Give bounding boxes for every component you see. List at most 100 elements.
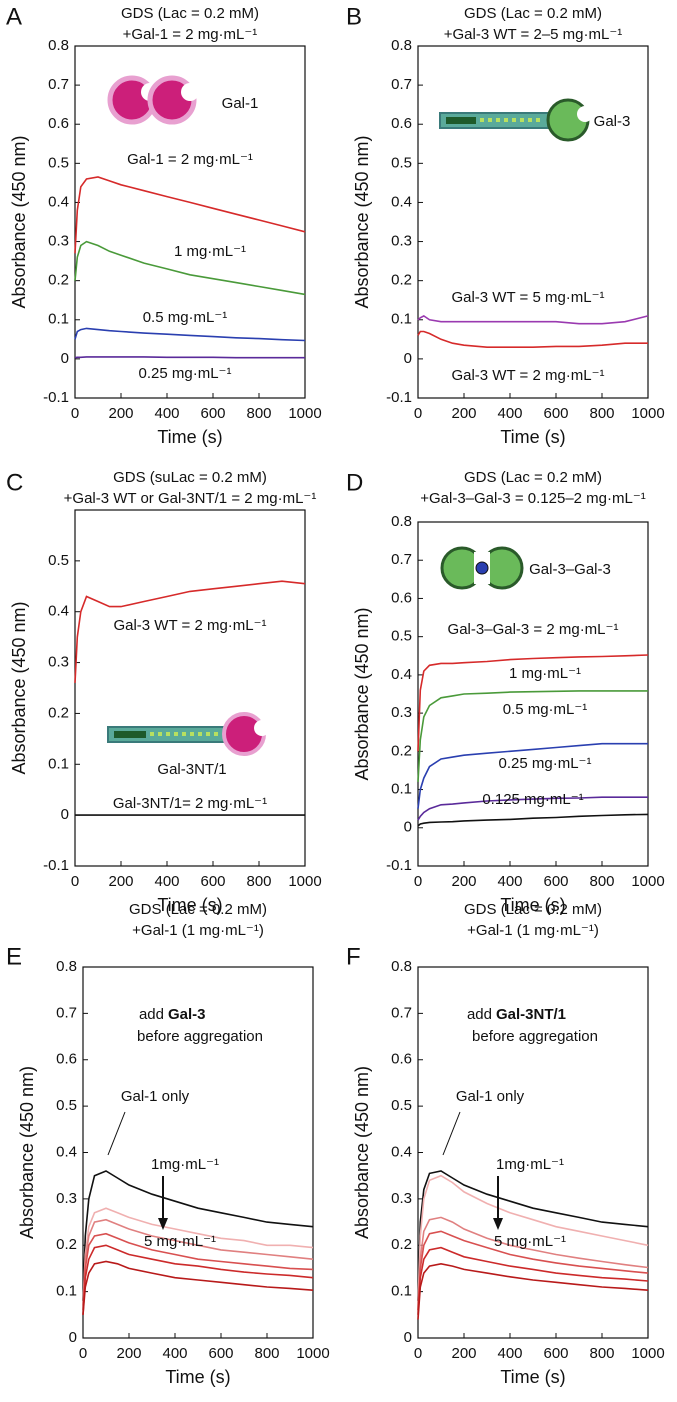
series-label: 1 mg·mL⁻¹ [174, 243, 246, 260]
data-line [417, 1246, 649, 1315]
chart-title: GDS (Lac = 0.2 mM) [121, 5, 259, 22]
series-label: Gal-3 WT = 2 mg·mL⁻¹ [451, 367, 604, 384]
x-tick-label: 800 [589, 405, 614, 422]
y-tick-label: 0 [69, 1329, 77, 1346]
series-label: Gal-1 only [456, 1088, 525, 1105]
data-line [74, 580, 306, 683]
x-tick-label: 600 [543, 873, 568, 890]
y-axis-label: Absorbance (450 nm) [17, 1066, 37, 1239]
plot-frame [417, 45, 649, 399]
x-tick-label: 1000 [631, 405, 664, 422]
x-axis-label: Time (s) [165, 1367, 230, 1387]
x-tick-label: 600 [200, 405, 225, 422]
y-tick-label: 0.6 [391, 115, 412, 132]
y-tick-label: 0.5 [391, 1097, 412, 1114]
y-tick-label: 0.1 [391, 781, 412, 798]
annotation: add [467, 1006, 492, 1023]
x-tick-label: 1000 [631, 873, 664, 890]
x-axis-label: Time (s) [500, 1367, 565, 1387]
x-tick-label: 0 [414, 873, 422, 890]
data-line [417, 796, 648, 821]
y-tick-label: 0.5 [56, 1097, 77, 1114]
x-tick-label: 0 [414, 405, 422, 422]
data-line [417, 1216, 649, 1311]
series-label: 0.25 mg·mL⁻¹ [499, 755, 592, 772]
y-axis-label: Absorbance (450 nm) [352, 607, 372, 780]
x-tick-label: 1000 [288, 873, 321, 890]
y-tick-label: 0.8 [391, 513, 412, 530]
series-label: 0.125 mg·mL⁻¹ [482, 791, 583, 808]
x-tick-label: 600 [208, 1345, 233, 1362]
y-tick-label: 0.3 [48, 654, 69, 671]
data-line [82, 1207, 314, 1306]
y-tick-label: 0.1 [391, 1283, 412, 1300]
panel-letter: D [346, 469, 363, 496]
data-line [417, 1262, 649, 1320]
annotation: Gal-3 [168, 1006, 206, 1023]
y-tick-label: 0.2 [56, 1236, 77, 1253]
panel-letter: E [6, 943, 22, 970]
plot-frame [74, 509, 306, 867]
y-tick-label: 0.1 [48, 311, 69, 328]
y-axis-label: Absorbance (450 nm) [352, 1066, 372, 1239]
data-line [417, 1170, 649, 1301]
x-tick-label: 200 [116, 1345, 141, 1362]
x-tick-label: 600 [200, 873, 225, 890]
y-tick-label: 0 [404, 350, 412, 367]
chart-title: GDS (Lac = 0.2 mM) [464, 5, 602, 22]
y-tick-label: 0.6 [391, 1051, 412, 1068]
y-tick-label: 0.4 [48, 603, 69, 620]
y-tick-label: 0.8 [391, 958, 412, 975]
y-axis-label: Absorbance (450 nm) [352, 135, 372, 308]
series-label: Gal-3–Gal-3 = 2 mg·mL⁻¹ [448, 621, 619, 638]
y-tick-label: 0.4 [56, 1143, 77, 1160]
annotation: Gal-3–Gal-3 [529, 561, 611, 578]
chart-title: +Gal-1 (1 mg·mL⁻¹) [467, 922, 599, 939]
chart-title: GDS (suLac = 0.2 mM) [113, 469, 267, 486]
x-axis-label: Time (s) [157, 427, 222, 447]
annotation: Gal-3NT/1 [157, 761, 226, 778]
y-tick-label: 0.3 [56, 1190, 77, 1207]
y-tick-label: 0.2 [48, 704, 69, 721]
y-tick-label: 0.6 [56, 1051, 77, 1068]
data-line [417, 813, 649, 827]
y-tick-label: 0 [404, 1329, 412, 1346]
x-tick-label: 600 [543, 405, 568, 422]
annotation: Gal-1 [222, 95, 259, 112]
x-tick-label: 400 [497, 405, 522, 422]
chart-title: GDS (Lac = 0.2 mM) [129, 901, 267, 918]
panel-letter: F [346, 943, 361, 970]
y-tick-label: 0.7 [391, 1004, 412, 1021]
x-tick-label: 800 [246, 405, 271, 422]
x-tick-label: 800 [589, 873, 614, 890]
chart-title: +Gal-3 WT = 2–5 mg·mL⁻¹ [444, 26, 623, 43]
y-tick-label: -0.1 [386, 389, 412, 406]
y-tick-label: 0.2 [391, 272, 412, 289]
y-tick-label: 0.2 [48, 272, 69, 289]
y-tick-label: 0.3 [48, 233, 69, 250]
arrow-head [158, 1218, 168, 1230]
y-tick-label: 0.2 [391, 1236, 412, 1253]
annotation: before aggregation [137, 1028, 263, 1045]
annotation: Gal-3 [594, 113, 631, 130]
x-tick-label: 200 [451, 1345, 476, 1362]
plot-frame [74, 45, 306, 399]
data-line [417, 1174, 649, 1306]
x-tick-label: 0 [414, 1345, 422, 1362]
series-label: Gal-3 WT = 5 mg·mL⁻¹ [451, 289, 604, 306]
y-tick-label: 0 [404, 819, 412, 836]
y-tick-label: 0.3 [391, 233, 412, 250]
y-tick-label: 0.1 [56, 1283, 77, 1300]
y-tick-label: 0.2 [391, 742, 412, 759]
series-label: 5 mg·mL⁻¹ [144, 1233, 216, 1250]
gal1-icon [107, 75, 199, 125]
series-label: Gal-1 only [121, 1088, 190, 1105]
data-line [74, 176, 306, 254]
y-tick-label: 0 [61, 350, 69, 367]
x-tick-label: 0 [71, 405, 79, 422]
panel-letter: A [6, 3, 22, 30]
x-tick-label: 200 [108, 405, 133, 422]
data-line [417, 654, 649, 752]
series-label: Gal-3NT/1= 2 mg·mL⁻¹ [113, 795, 267, 812]
callout-line [442, 1111, 461, 1156]
